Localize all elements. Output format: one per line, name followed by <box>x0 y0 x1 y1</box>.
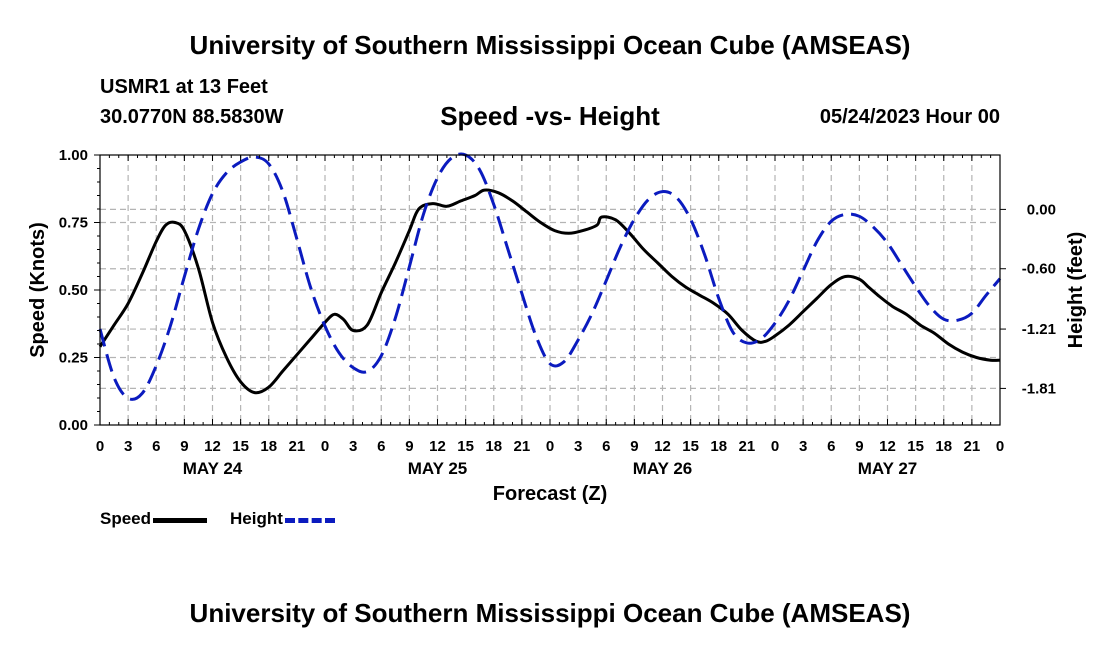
x-tick-label: 9 <box>180 438 188 455</box>
x-tick-label: 21 <box>289 438 306 455</box>
y2-axis-title: Height (feet) <box>1065 232 1087 349</box>
x-tick-label: 3 <box>349 438 357 455</box>
coordinates-label: 30.0770N 88.5830W <box>100 106 284 128</box>
axes: 0 3 6 9 12 15 18 21 0 3 6 9 12 15 18 21 0 3 6 9 12 15 18 21 0 3 6 9… <box>27 147 1087 505</box>
y-tick-label: 1.00 <box>59 147 88 164</box>
legend-speed-label: Speed <box>100 509 152 528</box>
top-title: University of Southern Mississippi Ocean… <box>189 30 911 60</box>
x-tick-label: 6 <box>152 438 160 455</box>
y-axis-title: Speed (Knots) <box>27 222 49 358</box>
x-tick-label: 15 <box>457 438 474 455</box>
x-tick-label: 9 <box>405 438 413 455</box>
x-tick-label: 18 <box>935 438 952 455</box>
x-tick-label: 0 <box>546 438 554 455</box>
grid <box>100 155 1000 425</box>
chart-title: Speed -vs- Height <box>440 101 660 131</box>
x-tick-label: 15 <box>232 438 249 455</box>
x-tick-label: 15 <box>907 438 924 455</box>
station-label: USMR1 at 13 Feet <box>100 76 268 98</box>
bottom-title: University of Southern Mississippi Ocean… <box>189 598 911 628</box>
x-tick-label: 12 <box>429 438 446 455</box>
x-tick-label: 6 <box>602 438 610 455</box>
legend-speed-swatch <box>153 517 208 523</box>
x-tick-label: 6 <box>827 438 835 455</box>
x-tick-label: 12 <box>654 438 671 455</box>
x-tick-label: 21 <box>739 438 756 455</box>
speed-series-line <box>98 188 1001 395</box>
legend-height-swatch <box>284 517 335 523</box>
x-tick-label: 0 <box>96 438 104 455</box>
x-axis-title: Forecast (Z) <box>493 483 607 505</box>
y2-tick-label: -1.81 <box>1022 380 1056 397</box>
x-tick-label: 0 <box>996 438 1004 455</box>
date-label: MAY 27 <box>858 459 918 478</box>
x-tick-label: 12 <box>879 438 896 455</box>
x-tick-label: 0 <box>321 438 329 455</box>
date-label: MAY 25 <box>408 459 468 478</box>
x-tick-label: 18 <box>485 438 502 455</box>
x-tick-label: 9 <box>855 438 863 455</box>
x-tick-label: 18 <box>260 438 277 455</box>
x-tick-label: 21 <box>514 438 531 455</box>
y-tick-label: 0.25 <box>59 350 88 367</box>
datetime-label: 05/24/2023 Hour 00 <box>819 106 1000 128</box>
x-tick-label: 3 <box>574 438 582 455</box>
x-tick-label: 21 <box>964 438 981 455</box>
height-series-line <box>98 152 1002 401</box>
x-tick-label: 9 <box>630 438 638 455</box>
x-tick-label: 3 <box>124 438 132 455</box>
series-layer <box>98 152 1002 401</box>
y-tick-label: 0.75 <box>59 215 88 232</box>
legend-height-label: Height <box>230 509 283 528</box>
x-tick-label: 12 <box>204 438 221 455</box>
date-label: MAY 24 <box>183 459 243 478</box>
x-tick-label: 3 <box>799 438 807 455</box>
x-tick-label: 0 <box>771 438 779 455</box>
y-tick-label: 0.50 <box>59 282 88 299</box>
y2-tick-label: 0.00 <box>1027 201 1056 218</box>
date-label: MAY 26 <box>633 459 693 478</box>
y2-tick-label: -1.21 <box>1022 321 1056 338</box>
x-tick-label: 6 <box>377 438 385 455</box>
legend-speed: Speed <box>100 509 208 529</box>
legend-height: Height <box>230 509 335 529</box>
x-tick-label: 18 <box>710 438 727 455</box>
y-tick-label: 0.00 <box>59 417 88 434</box>
y2-tick-label: -0.60 <box>1022 261 1056 278</box>
x-tick-label: 15 <box>682 438 699 455</box>
